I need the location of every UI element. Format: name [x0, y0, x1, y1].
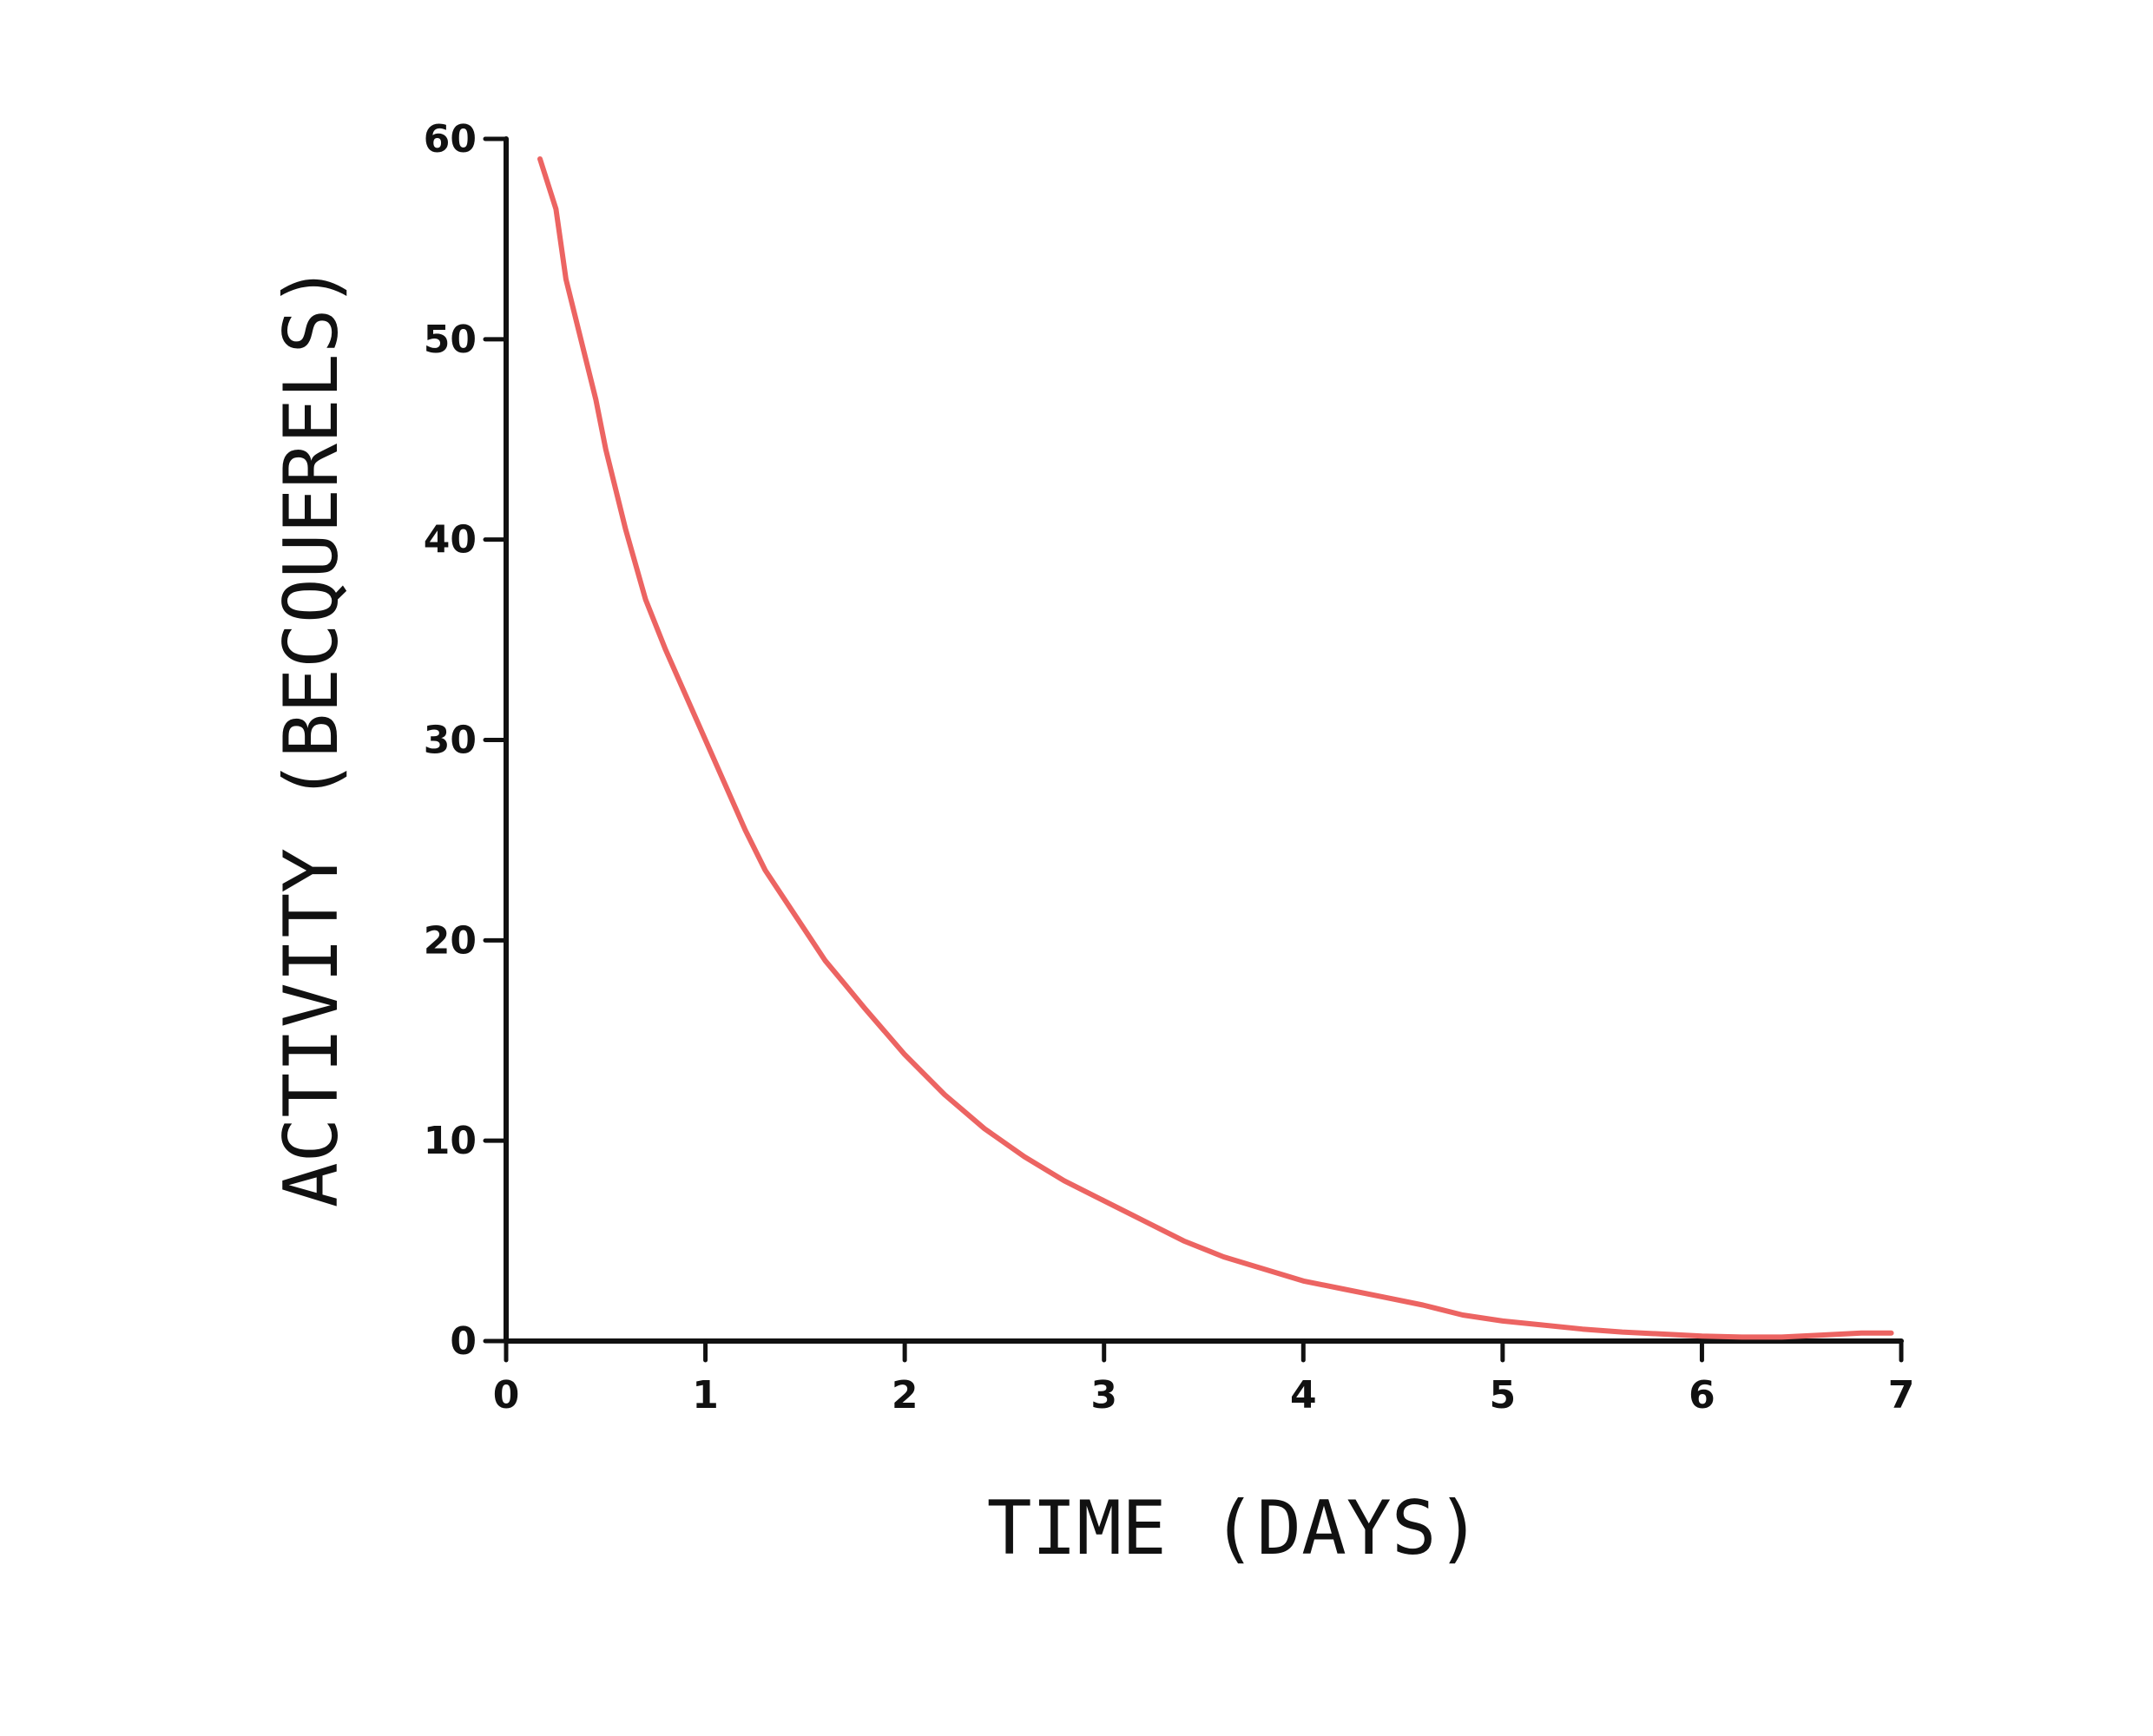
x-tick-label: 5	[1490, 1373, 1517, 1417]
y-tick-label: 40	[424, 518, 477, 562]
x-tick-label: 1	[692, 1373, 719, 1417]
x-tick-label: 7	[1888, 1373, 1915, 1417]
y-tick-label: 60	[424, 117, 477, 161]
x-tick-label: 2	[892, 1373, 918, 1417]
y-axis-ticks: 0 10 20 30 40 50 60	[424, 117, 509, 1364]
y-tick-label: 30	[424, 719, 477, 763]
y-tick-label: 0	[450, 1319, 477, 1364]
x-tick-label: 4	[1290, 1373, 1317, 1417]
series-layer	[537, 156, 1894, 1340]
y-tick-label: 10	[424, 1119, 477, 1163]
x-axis-title: TIME (DAYS)	[987, 1485, 1482, 1572]
y-tick-label: 50	[424, 318, 477, 362]
x-axis-ticks: 0 1 2 3 4 5 6 7	[493, 1338, 1915, 1417]
series-line	[537, 156, 1894, 1340]
x-tick-label: 6	[1689, 1373, 1715, 1417]
y-tick-label: 20	[424, 918, 477, 963]
x-tick-label: 3	[1090, 1373, 1117, 1417]
x-tick-label: 0	[493, 1373, 520, 1417]
y-axis-title: ACTIVITY (BECQUERELS)	[268, 264, 355, 1207]
